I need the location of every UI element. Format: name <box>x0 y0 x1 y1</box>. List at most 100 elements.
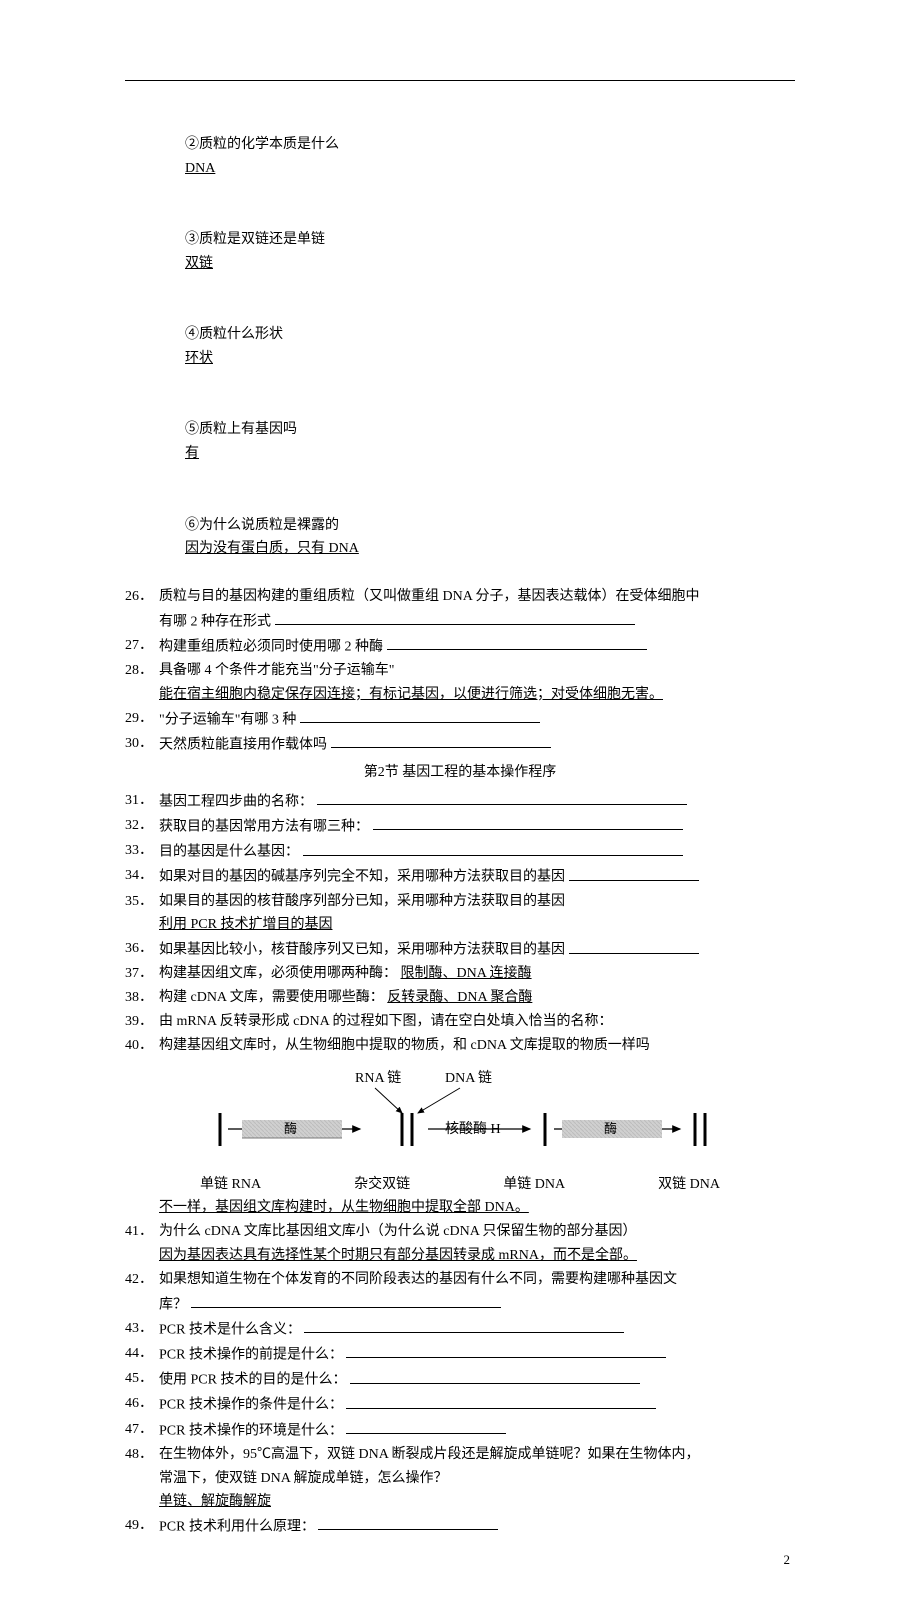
item-31-blank <box>317 789 687 805</box>
item-38-answer: 反转录酶、DNA 聚合酶 <box>387 990 532 1005</box>
item-46-num: 46． <box>125 1392 159 1416</box>
item-40-answer: 不一样，基因组文库构建时，从生物细胞中提取全部 DNA。 <box>159 1200 529 1215</box>
item-29-text: "分子运输车"有哪 3 种 <box>159 712 296 727</box>
item-49-text: PCR 技术利用什么原理： <box>159 1519 315 1534</box>
sub-q5-label: ⑤质粒上有基因吗 <box>185 422 297 437</box>
diagram-bottom-labels: 单链 RNA 杂交双链 单链 DNA 双链 DNA <box>200 1173 720 1197</box>
cdna-diagram: RNA 链 DNA 链 酶 核酸 <box>180 1068 740 1163</box>
item-26-blank <box>275 609 635 625</box>
sub-q4: ④质粒什么形状 环状 <box>125 299 795 394</box>
diagram-enzyme-2-label: 酶 <box>604 1121 617 1136</box>
sub-q6: ⑥为什么说质粒是裸露的 因为没有蛋白质，只有 DNA <box>125 490 795 585</box>
sub-q4-answer: 环状 <box>185 351 213 366</box>
item-31: 31． 基因工程四步曲的名称： <box>125 789 795 814</box>
section-2-title: 第2节 基因工程的基本操作程序 <box>125 761 795 785</box>
sub-q2: ②质粒的化学本质是什么 DNA <box>125 109 795 204</box>
item-39: 39． 由 mRNA 反转录形成 cDNA 的过程如下图，请在空白处填入恰当的名… <box>125 1010 795 1034</box>
item-40-num: 40． <box>125 1034 159 1058</box>
item-33-text: 目的基因是什么基因： <box>159 845 299 860</box>
item-46-blank <box>346 1392 656 1408</box>
item-36-num: 36． <box>125 937 159 961</box>
item-35-text: 如果目的基因的核苷酸序列部分已知，采用哪种方法获取目的基因 <box>159 894 565 909</box>
item-37-num: 37． <box>125 962 159 986</box>
item-28-answer: 能在宿主细胞内稳定保存因连接；有标记基因，以便进行筛选；对受体细胞无害。 <box>159 687 663 702</box>
diagram-label-b: 杂交双链 <box>354 1173 410 1197</box>
item-28: 28． 具备哪 4 个条件才能充当"分子运输车" 能在宿主细胞内稳定保存因连接；… <box>125 659 795 707</box>
item-46-text: PCR 技术操作的条件是什么： <box>159 1398 343 1413</box>
diagram-top-rna-label: RNA 链 <box>355 1070 401 1086</box>
item-42: 42． 如果想知道生物在个体发育的不同阶段表达的基因有什么不同，需要构建哪种基因… <box>125 1268 795 1317</box>
diagram-top-dna-label: DNA 链 <box>445 1070 492 1086</box>
item-48-num: 48． <box>125 1443 159 1467</box>
item-46: 46． PCR 技术操作的条件是什么： <box>125 1392 795 1417</box>
item-44-num: 44． <box>125 1342 159 1366</box>
item-32-blank <box>373 814 683 830</box>
item-35-answer: 利用 PCR 技术扩增目的基因 <box>159 917 332 932</box>
sub-q5-answer: 有 <box>185 446 199 461</box>
item-47: 47． PCR 技术操作的环境是什么： <box>125 1418 795 1443</box>
item-32-num: 32． <box>125 814 159 838</box>
top-horizontal-rule <box>125 80 795 81</box>
sub-q3-answer: 双链 <box>185 256 213 271</box>
item-45: 45． 使用 PCR 技术的目的是什么： <box>125 1367 795 1392</box>
item-44-text: PCR 技术操作的前提是什么： <box>159 1347 343 1362</box>
item-32-text: 获取目的基因常用方法有哪三种： <box>159 819 369 834</box>
sub-q5: ⑤质粒上有基因吗 有 <box>125 395 795 490</box>
diagram-label-d: 双链 DNA <box>658 1173 720 1197</box>
item-43: 43． PCR 技术是什么含义： <box>125 1317 795 1342</box>
item-42-text2: 库？ <box>159 1297 187 1312</box>
item-40-text: 构建基因组文库时，从生物细胞中提取的物质，和 cDNA 文库提取的物质一样吗 <box>159 1038 650 1053</box>
item-29: 29． "分子运输车"有哪 3 种 <box>125 707 795 732</box>
item-38-num: 38． <box>125 986 159 1010</box>
item-26-text1: 质粒与目的基因构建的重组质粒（又叫做重组 DNA 分子，基因表达载体）在受体细胞… <box>159 589 700 604</box>
item-35-num: 35． <box>125 890 159 914</box>
item-27: 27． 构建重组质粒必须同时使用哪 2 种酶 <box>125 634 795 659</box>
item-34-blank <box>569 864 699 880</box>
item-38: 38． 构建 cDNA 文库，需要使用哪些酶： 反转录酶、DNA 聚合酶 <box>125 986 795 1010</box>
item-44-blank <box>346 1342 666 1358</box>
item-32: 32． 获取目的基因常用方法有哪三种： <box>125 814 795 839</box>
item-34-text: 如果对目的基因的碱基序列完全不知，采用哪种方法获取目的基因 <box>159 870 565 885</box>
item-34-num: 34． <box>125 864 159 888</box>
page-number: 2 <box>784 1549 791 1571</box>
item-33: 33． 目的基因是什么基因： <box>125 839 795 864</box>
item-26-num: 26． <box>125 585 159 609</box>
item-49-blank <box>318 1514 498 1530</box>
sub-q3-label: ③质粒是双链还是单链 <box>185 232 325 247</box>
diagram-label-a: 单链 RNA <box>200 1173 261 1197</box>
item-30-num: 30． <box>125 732 159 756</box>
item-33-num: 33． <box>125 839 159 863</box>
item-41-answer: 因为基因表达具有选择性某个时期只有部分基因转录成 mRNA，而不是全部。 <box>159 1248 637 1263</box>
item-26-text2: 有哪 2 种存在形式 <box>159 614 271 629</box>
item-36-text: 如果基因比较小，核苷酸序列又已知，采用哪种方法获取目的基因 <box>159 943 565 958</box>
item-29-blank <box>300 707 540 723</box>
sub-q3: ③质粒是双链还是单链 双链 <box>125 204 795 299</box>
item-43-text: PCR 技术是什么含义： <box>159 1322 301 1337</box>
item-47-blank <box>346 1418 506 1434</box>
item-26: 26． 质粒与目的基因构建的重组质粒（又叫做重组 DNA 分子，基因表达载体）在… <box>125 585 795 634</box>
sub-q6-label: ⑥为什么说质粒是裸露的 <box>185 518 339 533</box>
item-41-num: 41． <box>125 1220 159 1244</box>
item-48-text1: 在生物体外，95℃高温下，双链 DNA 断裂成片段还是解旋成单链呢？如果在生物体… <box>159 1447 700 1462</box>
item-33-blank <box>303 839 683 855</box>
item-39-num: 39． <box>125 1010 159 1034</box>
item-47-text: PCR 技术操作的环境是什么： <box>159 1423 343 1438</box>
item-31-num: 31． <box>125 789 159 813</box>
item-28-num: 28． <box>125 659 159 683</box>
item-49-num: 49． <box>125 1514 159 1538</box>
item-27-text: 构建重组质粒必须同时使用哪 2 种酶 <box>159 639 383 654</box>
item-29-num: 29． <box>125 707 159 731</box>
item-30: 30． 天然质粒能直接用作载体吗 <box>125 732 795 757</box>
item-41: 41． 为什么 cDNA 文库比基因组文库小（为什么说 cDNA 只保留生物的部… <box>125 1220 795 1268</box>
item-45-text: 使用 PCR 技术的目的是什么： <box>159 1373 346 1388</box>
item-30-blank <box>331 732 551 748</box>
item-36: 36． 如果基因比较小，核苷酸序列又已知，采用哪种方法获取目的基因 <box>125 937 795 962</box>
item-37: 37． 构建基因组文库，必须使用哪两种酶： 限制酶、DNA 连接酶 <box>125 962 795 986</box>
item-27-num: 27． <box>125 634 159 658</box>
item-40: 40． 构建基因组文库时，从生物细胞中提取的物质，和 cDNA 文库提取的物质一… <box>125 1034 795 1058</box>
sub-q2-answer: DNA <box>185 161 215 176</box>
item-35: 35． 如果目的基因的核苷酸序列部分已知，采用哪种方法获取目的基因 利用 PCR… <box>125 890 795 938</box>
item-41-text: 为什么 cDNA 文库比基因组文库小（为什么说 cDNA 只保留生物的部分基因） <box>159 1224 637 1239</box>
sub-q2-label: ②质粒的化学本质是什么 <box>185 137 339 152</box>
item-44: 44． PCR 技术操作的前提是什么： <box>125 1342 795 1367</box>
